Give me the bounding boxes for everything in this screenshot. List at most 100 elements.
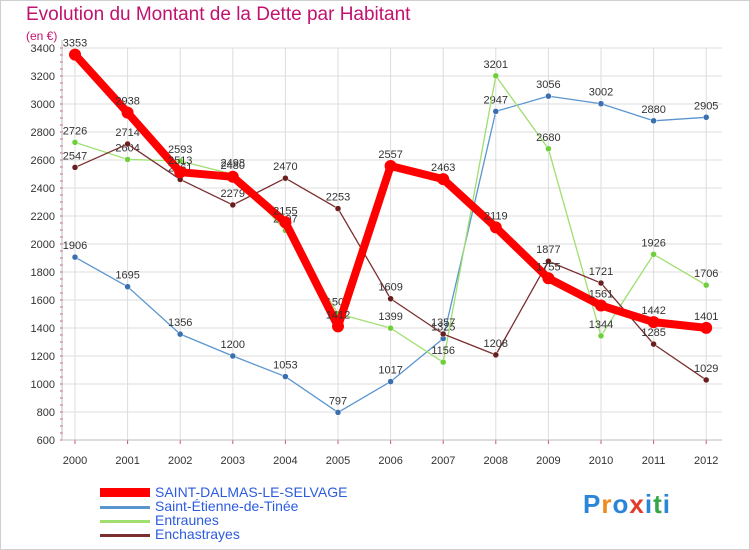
- logo-letter: x: [629, 489, 645, 519]
- data-label-saint-dalmas-le-selvage: 1755: [536, 261, 560, 273]
- data-point-saint-dalmas-le-selvage: [384, 160, 397, 173]
- data-label-saint-etienne-de-tinee: 1200: [221, 339, 245, 351]
- logo-letter: t: [653, 489, 663, 519]
- y-tick-label: 2400: [31, 183, 55, 195]
- x-tick-label: 2010: [589, 455, 613, 467]
- y-tick-label: 2000: [31, 239, 55, 251]
- data-point-enchastrayes: [597, 279, 605, 287]
- data-point-enchastrayes: [439, 330, 447, 338]
- y-tick-label: 1000: [31, 379, 55, 391]
- y-tick-label: 2200: [31, 211, 55, 223]
- data-point-enchastrayes: [229, 201, 237, 209]
- data-point-saint-dalmas-le-selvage: [647, 316, 660, 329]
- data-label-saint-etienne-de-tinee: 1695: [115, 270, 139, 282]
- data-point-entraunes: [387, 324, 394, 332]
- data-label-saint-etienne-de-tinee: 1356: [168, 317, 192, 329]
- data-point-entraunes: [439, 358, 447, 366]
- logo-letter: o: [612, 489, 630, 519]
- legend-item: Saint-Étienne-de-Tinée: [100, 498, 400, 514]
- data-label-enchastrayes: 2279: [221, 188, 245, 200]
- data-label-enchastrayes: 1609: [378, 282, 402, 294]
- x-tick-label: 2001: [115, 455, 139, 467]
- data-point-enchastrayes: [71, 164, 79, 171]
- data-point-saint-etienne-de-tinee: [124, 283, 131, 290]
- y-tick-label: 1200: [31, 351, 55, 363]
- data-point-saint-etienne-de-tinee: [492, 108, 500, 115]
- data-point-entraunes: [492, 72, 500, 80]
- data-point-enchastrayes: [492, 351, 500, 359]
- data-label-saint-etienne-de-tinee: 2880: [641, 104, 665, 116]
- data-label-saint-etienne-de-tinee: 2905: [694, 100, 718, 112]
- logo-letter: i: [644, 489, 654, 519]
- data-point-saint-etienne-de-tinee: [334, 409, 342, 416]
- data-point-saint-etienne-de-tinee: [282, 373, 289, 380]
- data-label-enchastrayes: 2253: [326, 192, 350, 204]
- data-label-saint-etienne-de-tinee: 1906: [63, 240, 87, 252]
- data-label-entraunes: 3201: [484, 59, 508, 71]
- legend-swatch: [100, 520, 150, 523]
- x-tick-label: 2011: [642, 455, 666, 467]
- data-point-saint-dalmas-le-selvage: [279, 216, 292, 229]
- data-label-saint-dalmas-le-selvage: 1412: [326, 309, 350, 321]
- data-label-saint-dalmas-le-selvage: 2119: [484, 210, 508, 222]
- data-label-entraunes: 2680: [536, 132, 560, 144]
- logo-letter: P: [583, 489, 602, 519]
- data-point-entraunes: [71, 139, 79, 146]
- data-point-saint-etienne-de-tinee: [545, 92, 552, 100]
- data-point-saint-dalmas-le-selvage: [121, 106, 134, 119]
- data-point-saint-etienne-de-tinee: [387, 378, 394, 385]
- data-label-entraunes: 2604: [115, 142, 139, 154]
- data-label-entraunes: 1344: [589, 319, 613, 331]
- data-label-saint-etienne-de-tinee: 3002: [589, 87, 613, 99]
- x-tick-label: 2005: [326, 455, 350, 467]
- data-label-saint-dalmas-le-selvage: 2938: [115, 96, 139, 108]
- legend: SAINT-DALMAS-LE-SELVAGE Saint-Étienne-de…: [100, 484, 400, 542]
- data-label-entraunes: 1156: [431, 345, 455, 357]
- data-point-saint-dalmas-le-selvage: [542, 272, 555, 285]
- data-label-saint-dalmas-le-selvage: 2155: [273, 205, 297, 217]
- data-point-saint-etienne-de-tinee: [702, 114, 710, 121]
- logo-letter: i: [662, 489, 671, 519]
- data-point-saint-dalmas-le-selvage: [489, 221, 502, 234]
- data-label-enchastrayes: 1721: [589, 266, 613, 278]
- data-point-saint-dalmas-le-selvage: [69, 48, 81, 61]
- data-label-saint-dalmas-le-selvage: 3353: [63, 38, 87, 50]
- legend-swatch: [100, 534, 150, 537]
- data-point-saint-etienne-de-tinee: [650, 117, 657, 125]
- data-point-entraunes: [545, 145, 552, 153]
- data-point-saint-dalmas-le-selvage: [437, 173, 450, 186]
- data-point-saint-dalmas-le-selvage: [700, 321, 713, 334]
- legend-label: SAINT-DALMAS-LE-SELVAGE: [155, 484, 348, 500]
- legend-label: Saint-Étienne-de-Tinée: [155, 498, 299, 514]
- data-label-entraunes: 2498: [221, 157, 245, 169]
- x-tick-label: 2009: [536, 455, 560, 467]
- legend-item: Enchastrayes: [100, 526, 400, 542]
- y-tick-label: 3000: [31, 99, 55, 111]
- data-point-saint-dalmas-le-selvage: [332, 320, 344, 333]
- data-label-entraunes: 2593: [168, 144, 192, 156]
- data-point-saint-etienne-de-tinee: [71, 253, 79, 261]
- data-label-saint-dalmas-le-selvage: 1401: [694, 311, 718, 323]
- data-point-saint-etienne-de-tinee: [229, 352, 237, 360]
- data-point-entraunes: [650, 251, 657, 258]
- data-point-entraunes: [124, 156, 131, 163]
- data-label-entraunes: 1926: [641, 237, 665, 249]
- y-tick-label: 1600: [31, 295, 55, 307]
- data-label-enchastrayes: 1285: [641, 327, 665, 339]
- data-label-enchastrayes: 1877: [536, 244, 560, 256]
- chart-unit: (en €): [26, 29, 58, 43]
- data-label-enchastrayes: 2547: [63, 150, 87, 162]
- data-point-enchastrayes: [282, 174, 289, 182]
- legend-item: SAINT-DALMAS-LE-SELVAGE: [100, 484, 400, 500]
- legend-item: Entraunes: [100, 512, 400, 528]
- data-label-entraunes: 1706: [694, 268, 718, 280]
- data-label-saint-etienne-de-tinee: 1053: [273, 360, 297, 372]
- data-label-saint-etienne-de-tinee: 797: [329, 395, 347, 407]
- data-label-saint-dalmas-le-selvage: 2557: [378, 149, 402, 161]
- x-tick-label: 2008: [484, 455, 508, 467]
- data-point-enchastrayes: [124, 140, 131, 148]
- legend-label: Enchastrayes: [155, 526, 240, 542]
- data-point-saint-dalmas-le-selvage: [174, 166, 187, 179]
- data-label-saint-etienne-de-tinee: 1017: [378, 365, 402, 377]
